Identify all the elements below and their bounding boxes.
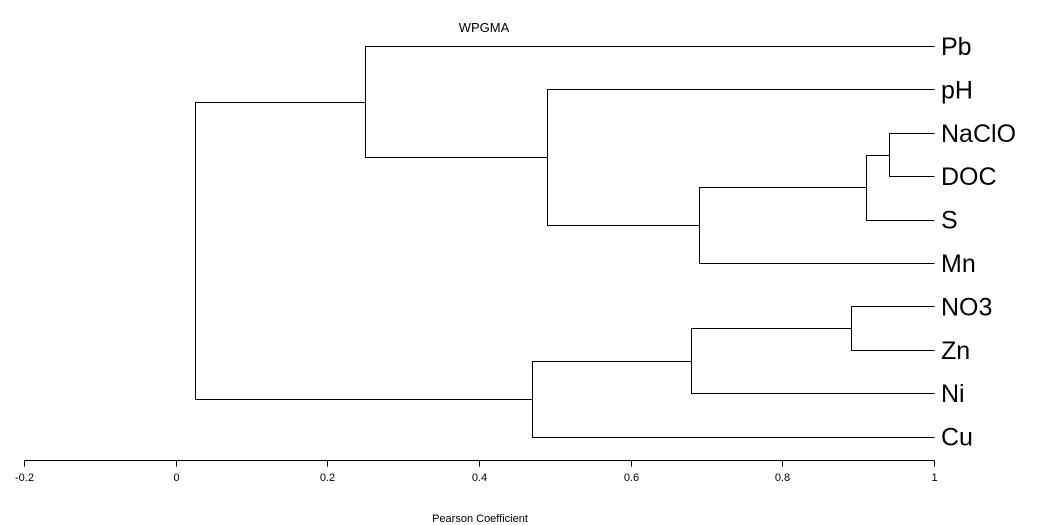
leaf-label-no3: NO3 — [941, 293, 992, 321]
branch-cu-group — [532, 361, 935, 438]
branch-naclo-doc-s-mn — [699, 187, 935, 264]
branch-root — [195, 102, 533, 400]
x-tick-label-4: 0.6 — [624, 472, 639, 484]
leaf-label-doc: DOC — [941, 163, 997, 191]
leaf-label-naclo: NaClO — [941, 120, 1016, 148]
branch-pb-group — [365, 46, 935, 158]
x-tick-label-6: 1 — [931, 472, 937, 484]
leaf-label-ni: Ni — [941, 380, 965, 408]
leaf-label-s: S — [941, 207, 958, 235]
dendrogram-branches — [195, 46, 935, 438]
x-tick-label-2: 0.2 — [320, 472, 335, 484]
x-axis-label: Pearson Coefficient — [432, 513, 528, 525]
leaf-label-pb: Pb — [941, 33, 972, 61]
leaf-label-cu: Cu — [941, 424, 973, 452]
x-tick-label-0: -0.2 — [15, 472, 34, 484]
branch-no3-zn — [851, 306, 935, 351]
x-axis: -0.2 0 0.2 0.4 0.6 0.8 1 — [15, 460, 938, 484]
branch-no3-zn-ni — [691, 328, 935, 394]
x-tick-label-1: 0 — [173, 472, 179, 484]
leaf-label-zn: Zn — [941, 337, 970, 365]
branch-ph-group — [547, 89, 935, 226]
chart-title: WPGMA — [459, 20, 510, 35]
branch-naclo-doc — [889, 133, 935, 177]
leaf-label-mn: Mn — [941, 250, 976, 278]
leaf-label-ph: pH — [941, 76, 973, 104]
leaf-labels: Pb pH NaClO DOC S Mn NO3 Zn Ni Cu — [941, 33, 1016, 452]
x-tick-label-3: 0.4 — [472, 472, 487, 484]
x-tick-label-5: 0.8 — [775, 472, 790, 484]
branch-naclo-doc-s — [866, 155, 935, 221]
